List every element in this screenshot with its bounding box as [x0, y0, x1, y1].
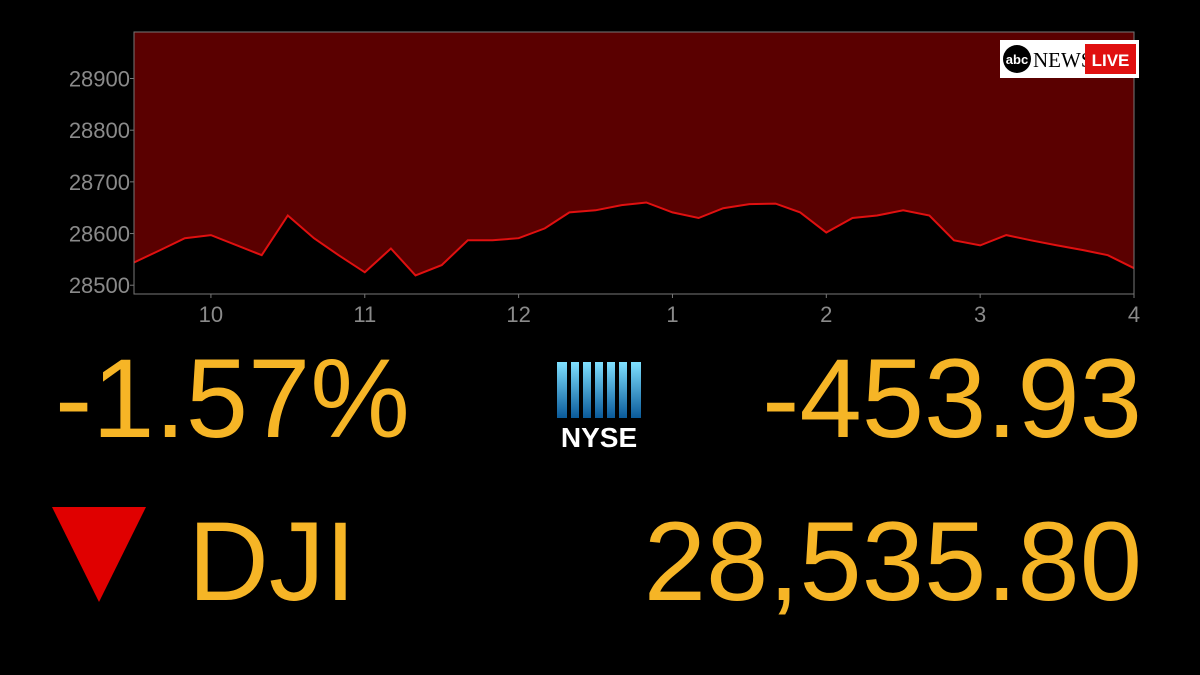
point-change: -453.93 [762, 336, 1142, 461]
line [133, 201, 1135, 277]
logo-brand: abc [1006, 52, 1028, 67]
down-arrow [52, 507, 146, 602]
x-tick-label: 2 [820, 302, 832, 327]
x-tick-label: 1 [666, 302, 678, 327]
symbol: DJI [188, 499, 356, 624]
y-tick-label: 28600 [69, 222, 130, 247]
x-tick-label: 12 [506, 302, 530, 327]
plot-frame [133, 31, 1135, 295]
x-tick-label: 11 [353, 302, 376, 327]
x-tick-label: 3 [974, 302, 986, 327]
y-tick-label: 28800 [69, 118, 130, 143]
live-box [1085, 44, 1136, 74]
y-tick-label: 28700 [69, 170, 130, 195]
abc-news-live-logo: abc NEWS LIVE [1000, 40, 1139, 78]
percent-change: -1.57% [55, 336, 410, 461]
logo-status: LIVE [1092, 51, 1130, 70]
area [134, 202, 1134, 294]
logo-network: NEWS [1033, 48, 1093, 72]
nyse-logo: NYSE [557, 362, 641, 453]
y-tick-label: 28500 [69, 273, 130, 298]
abc-circle [1003, 45, 1031, 73]
x-tick-label: 4 [1128, 302, 1140, 327]
y-tick-label: 28900 [69, 67, 130, 92]
exchange: NYSE [561, 422, 637, 453]
x-tick-label: 10 [199, 302, 223, 327]
price: 28,535.80 [644, 499, 1142, 624]
